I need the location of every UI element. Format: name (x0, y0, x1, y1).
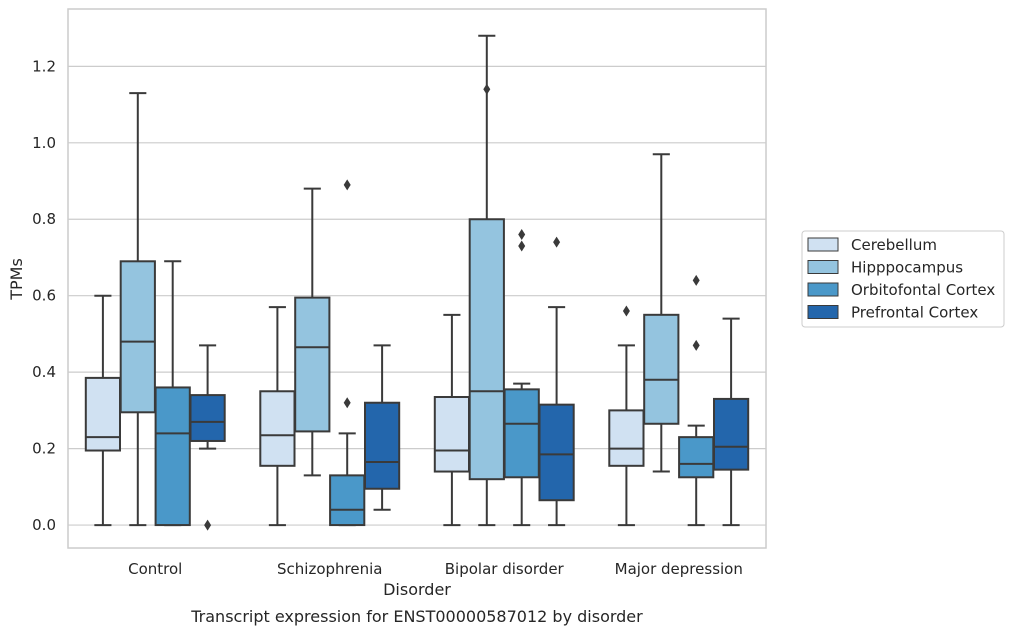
box-body (503, 388, 540, 479)
box-body (643, 313, 680, 425)
y-tick-label: 1.0 (32, 134, 56, 152)
outlier-point (692, 339, 700, 351)
legend: Cerebellum Hipppocampus Orbitofontal Corte… (801, 230, 1005, 328)
y-tick-label: 0.2 (32, 440, 56, 458)
box-orbitofontal-cortex (678, 274, 715, 527)
legend-frame (801, 230, 1005, 328)
box-prefrontal-cortex (538, 236, 575, 527)
box-cerebellum (259, 306, 296, 527)
box-orbitofontal-cortex (329, 179, 366, 527)
outlier-point (518, 229, 526, 241)
box-cerebellum (608, 305, 645, 527)
box-body (608, 409, 645, 467)
box-orbitofontal-cortex (154, 260, 191, 527)
x-tick-label: Schizophrenia (277, 560, 382, 578)
legend-swatch (807, 305, 839, 319)
outlier-point (622, 305, 630, 317)
box-body (119, 260, 156, 414)
x-tick-label: Major depression (615, 560, 743, 578)
y-tick-label: 0.4 (32, 363, 56, 381)
box-cerebellum (84, 294, 122, 527)
box-body (363, 401, 401, 490)
box-hipppocampus (468, 34, 505, 527)
box-hipppocampus (643, 153, 680, 473)
box-hipppocampus (294, 187, 331, 477)
box-body (84, 376, 122, 452)
outlier-point (204, 519, 212, 531)
plot-frame (67, 8, 767, 549)
box-body (259, 390, 296, 467)
legend-swatch (807, 282, 839, 297)
box-body (329, 474, 366, 527)
box-cerebellum (433, 313, 471, 527)
legend-swatch (807, 237, 839, 252)
outlier-point (483, 83, 491, 95)
outlier-point (553, 236, 561, 248)
box-orbitofontal-cortex (503, 229, 540, 527)
y-axis-label: TPMs (7, 258, 26, 301)
outlier-point (518, 240, 526, 252)
y-tick-label: 0.0 (32, 516, 56, 534)
legend-label: Cerebellum (851, 236, 937, 254)
box-hipppocampus (119, 92, 156, 527)
legend-label: Orbitofontal Cortex (851, 281, 995, 299)
box-prefrontal-cortex (712, 317, 750, 527)
x-tick-label: Control (128, 560, 182, 578)
chart-caption: Transcript expression for ENST0000058701… (190, 607, 643, 626)
x-axis-ticks: Control Schizophrenia Bipolar disorder Majo… (128, 560, 743, 578)
x-tick-label: Bipolar disorder (445, 560, 565, 578)
y-tick-label: 1.2 (32, 57, 56, 75)
outlier-point (343, 179, 351, 191)
x-axis-label: Disorder (383, 580, 451, 599)
box-body (294, 296, 331, 433)
y-tick-label: 0.6 (32, 287, 56, 305)
legend-label: Hipppocampus (851, 259, 963, 277)
y-axis-ticks: 0.0 0.2 0.4 0.6 0.8 1.0 1.2 (32, 57, 56, 534)
legend-label: Prefrontal Cortex (851, 304, 978, 322)
outlier-point (343, 397, 351, 409)
box-series (84, 34, 750, 531)
box-body (678, 436, 715, 479)
box-body (154, 386, 191, 527)
box-body (538, 403, 575, 502)
y-tick-label: 0.8 (32, 210, 56, 228)
box-body (468, 218, 505, 481)
box-body (189, 394, 226, 442)
box-prefrontal-cortex (189, 344, 226, 531)
box-body (712, 397, 750, 471)
box-prefrontal-cortex (363, 344, 401, 511)
outlier-point (692, 274, 700, 286)
legend-swatch (807, 260, 839, 274)
box-body (433, 396, 471, 473)
